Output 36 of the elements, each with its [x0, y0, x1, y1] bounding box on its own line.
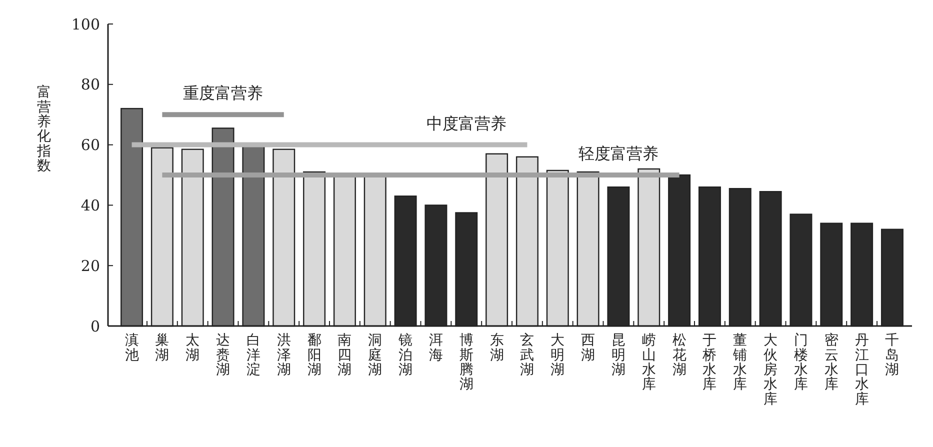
x-tick-label: 白洋淀 [246, 332, 260, 378]
x-tick-label: 玄武湖 [520, 332, 534, 378]
x-tick-label: 昆明湖 [611, 332, 626, 378]
x-tick-label: 于桥水库 [702, 332, 717, 393]
x-tick-label: 东湖 [490, 332, 504, 364]
x-tick-label: 达赉湖 [216, 332, 230, 378]
x-tick-label: 董铺水库 [732, 332, 748, 393]
x-tick-label: 镜泊湖 [398, 332, 413, 378]
x-tick-label: 松花湖 [672, 332, 686, 378]
x-tick-label: 门楼水库 [794, 332, 808, 393]
x-tick-label: 西湖 [581, 332, 596, 364]
y-tick-label: 40 [80, 196, 100, 214]
x-tick-label: 博斯腾湖 [459, 332, 474, 393]
y-tick-label: 0 [90, 317, 100, 336]
y-tick-label: 20 [80, 256, 100, 275]
x-tick-label: 大明湖 [550, 332, 565, 378]
x-tick-label: 密云水库 [824, 332, 838, 393]
annotation: 重度富营养 [183, 84, 264, 103]
x-tick-label: 大伙房水库 [764, 332, 778, 408]
x-tick-label: 鄱阳湖 [307, 332, 322, 378]
y-tick-label: 100 [71, 15, 100, 34]
y-tick-label: 60 [80, 136, 100, 154]
x-tick-label: 南四湖 [338, 332, 352, 378]
y-axis-title: 富营养化指数 [36, 84, 51, 174]
x-tick-label: 崂山水库 [642, 332, 656, 393]
x-tick-label: 太湖 [186, 332, 200, 364]
x-tick-label: 洞庭湖 [368, 332, 382, 378]
x-tick-label: 洱海 [428, 332, 443, 364]
x-tick-label: 滇池 [124, 332, 139, 364]
x-tick-label: 洪泽湖 [276, 332, 291, 378]
annotation: 轻度富营养 [578, 144, 658, 163]
x-tick-label: 丹江口水库 [854, 332, 869, 408]
x-tick-label: 巢湖 [155, 332, 170, 364]
x-tick-label: 千岛湖 [885, 332, 900, 378]
annotation: 中度富营养 [426, 114, 506, 133]
y-tick-label: 80 [80, 76, 100, 94]
